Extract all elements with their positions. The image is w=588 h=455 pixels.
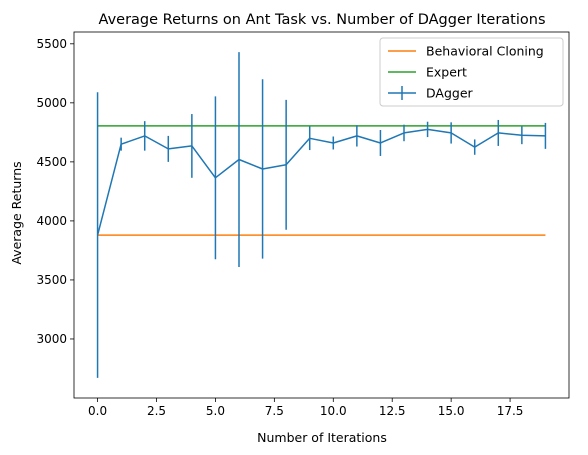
y-tick-label: 4000	[36, 214, 67, 228]
series-line-dagger	[96, 128, 546, 236]
y-tick-label: 3000	[36, 332, 67, 346]
x-tick-label: 7.5	[265, 404, 284, 418]
axes-frame	[73, 31, 570, 399]
y-tick-label: 4500	[36, 155, 67, 169]
axes: 0.0 2.5 5.0 7.5 10.0 12.5 15.0 17.5 3000 3500 4000…	[36, 31, 570, 418]
legend-label: Expert	[426, 65, 467, 80]
legend: Behavioral Cloning Expert DAgger	[379, 37, 564, 107]
chart-title: Average Returns on Ant Task vs. Number o…	[99, 12, 546, 28]
x-tick-label: 2.5	[147, 404, 166, 418]
x-tick-label: 15.0	[438, 404, 465, 418]
y-tick-label: 5500	[36, 37, 67, 51]
x-axis-label: Number of Iterations	[257, 430, 387, 445]
legend-box	[379, 37, 564, 107]
x-tick-label: 17.5	[497, 404, 524, 418]
y-tick-label: 5000	[36, 96, 67, 110]
x-tick-label: 5.0	[206, 404, 225, 418]
x-tick-label: 12.5	[379, 404, 406, 418]
y-axis-label: Average Returns	[9, 161, 24, 264]
plot-area	[96, 52, 547, 378]
y-tick-label: 3500	[36, 273, 67, 287]
x-tick-label: 0.0	[88, 404, 107, 418]
legend-label: Behavioral Cloning	[426, 44, 544, 59]
legend-label: DAgger	[426, 86, 474, 101]
x-tick-label: 10.0	[320, 404, 347, 418]
